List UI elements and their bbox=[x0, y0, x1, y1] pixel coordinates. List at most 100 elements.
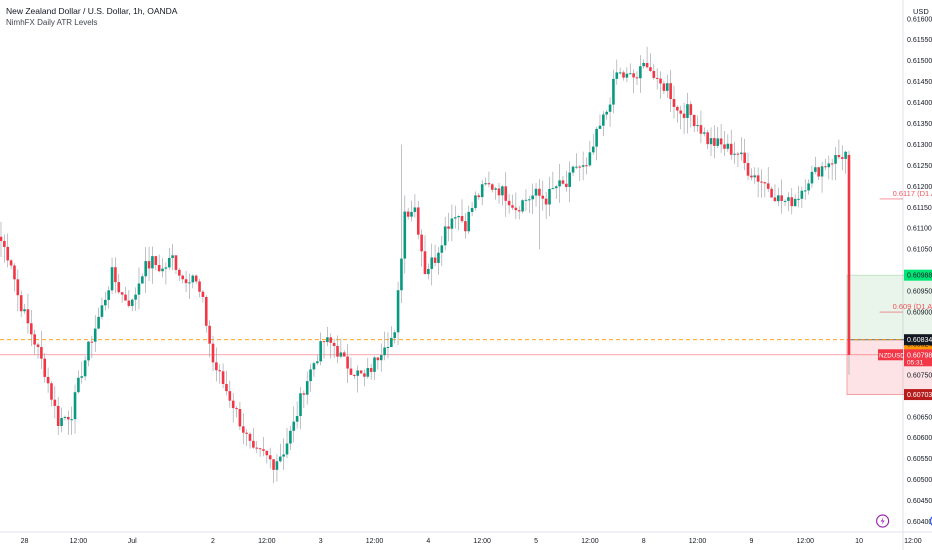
candle[interactable] bbox=[682, 113, 686, 118]
currency-label[interactable]: USD bbox=[913, 7, 929, 16]
candle[interactable] bbox=[655, 77, 659, 79]
candle[interactable] bbox=[9, 260, 13, 266]
candle[interactable] bbox=[662, 83, 666, 91]
candle[interactable] bbox=[679, 110, 683, 114]
candle[interactable] bbox=[423, 251, 427, 275]
candle[interactable] bbox=[67, 416, 70, 420]
candle[interactable] bbox=[723, 144, 726, 149]
candle[interactable] bbox=[840, 157, 844, 159]
candle[interactable] bbox=[746, 162, 750, 176]
symbol-title[interactable]: New Zealand Dollar / U.S. Dollar, 1h, OA… bbox=[6, 6, 178, 16]
candle[interactable] bbox=[565, 183, 568, 187]
candle[interactable] bbox=[302, 393, 306, 395]
candle[interactable] bbox=[709, 138, 713, 145]
candle[interactable] bbox=[120, 292, 124, 295]
candle[interactable] bbox=[309, 369, 312, 382]
candle[interactable] bbox=[696, 125, 699, 127]
candle[interactable] bbox=[396, 290, 400, 333]
candle[interactable] bbox=[0, 236, 3, 241]
candle[interactable] bbox=[60, 417, 63, 426]
candle[interactable] bbox=[659, 78, 662, 84]
candle[interactable] bbox=[373, 357, 376, 372]
candle[interactable] bbox=[753, 175, 757, 178]
candle[interactable] bbox=[554, 186, 558, 189]
candle[interactable] bbox=[669, 83, 672, 100]
candle[interactable] bbox=[743, 152, 746, 163]
candle[interactable] bbox=[541, 195, 545, 199]
candle[interactable] bbox=[238, 409, 242, 427]
candle[interactable] bbox=[164, 267, 168, 269]
candle[interactable] bbox=[504, 186, 508, 201]
candle[interactable] bbox=[733, 153, 736, 155]
candle[interactable] bbox=[191, 275, 195, 283]
candle[interactable] bbox=[632, 73, 635, 78]
candle[interactable] bbox=[511, 205, 514, 208]
candle[interactable] bbox=[477, 195, 481, 198]
candle[interactable] bbox=[299, 393, 302, 417]
candle[interactable] bbox=[575, 166, 578, 168]
candle[interactable] bbox=[413, 207, 417, 212]
candle[interactable] bbox=[538, 188, 541, 196]
candle[interactable] bbox=[814, 167, 817, 172]
candle[interactable] bbox=[40, 347, 43, 359]
candle[interactable] bbox=[639, 66, 642, 79]
candle[interactable] bbox=[406, 211, 410, 217]
candle[interactable] bbox=[171, 255, 174, 258]
candle[interactable] bbox=[750, 175, 753, 178]
candle[interactable] bbox=[598, 125, 602, 129]
candle[interactable] bbox=[716, 138, 720, 146]
candle[interactable] bbox=[110, 267, 114, 291]
candle[interactable] bbox=[608, 104, 612, 112]
candle[interactable] bbox=[665, 83, 669, 91]
candle[interactable] bbox=[204, 296, 208, 326]
candle[interactable] bbox=[137, 283, 141, 295]
candle[interactable] bbox=[770, 188, 773, 198]
candle[interactable] bbox=[430, 257, 434, 269]
candle[interactable] bbox=[571, 166, 575, 173]
candle[interactable] bbox=[87, 341, 90, 361]
candle[interactable] bbox=[272, 459, 275, 470]
candle[interactable] bbox=[262, 449, 265, 451]
candle[interactable] bbox=[369, 368, 373, 372]
candle[interactable] bbox=[672, 99, 676, 107]
candle[interactable] bbox=[127, 300, 131, 306]
candle[interactable] bbox=[618, 72, 622, 74]
candle[interactable] bbox=[766, 183, 770, 189]
candle[interactable] bbox=[295, 416, 299, 422]
candle[interactable] bbox=[53, 399, 57, 406]
candle[interactable] bbox=[366, 368, 370, 377]
candle[interactable] bbox=[474, 195, 477, 209]
candle[interactable] bbox=[6, 246, 10, 261]
candle[interactable] bbox=[342, 352, 346, 357]
candle[interactable] bbox=[346, 356, 349, 369]
candle[interactable] bbox=[221, 371, 225, 384]
candle[interactable] bbox=[756, 175, 760, 182]
candle[interactable] bbox=[827, 163, 831, 168]
candle[interactable] bbox=[70, 419, 73, 421]
candle[interactable] bbox=[393, 332, 397, 339]
candle[interactable] bbox=[605, 111, 608, 115]
candle[interactable] bbox=[278, 456, 282, 462]
candle[interactable] bbox=[275, 461, 279, 470]
candle[interactable] bbox=[494, 188, 497, 190]
candle[interactable] bbox=[797, 198, 800, 200]
candle[interactable] bbox=[23, 309, 26, 312]
candle[interactable] bbox=[531, 195, 534, 200]
candle[interactable] bbox=[568, 172, 571, 187]
candle[interactable] bbox=[484, 183, 487, 185]
candle[interactable] bbox=[339, 352, 343, 357]
candle[interactable] bbox=[777, 195, 780, 202]
candle[interactable] bbox=[830, 163, 834, 165]
candle[interactable] bbox=[480, 184, 484, 198]
candle[interactable] bbox=[80, 376, 84, 378]
candle[interactable] bbox=[612, 78, 615, 105]
candle[interactable] bbox=[800, 190, 804, 199]
candle[interactable] bbox=[602, 114, 605, 126]
candle[interactable] bbox=[144, 261, 147, 277]
candle[interactable] bbox=[50, 383, 53, 400]
candle[interactable] bbox=[386, 346, 390, 348]
candle[interactable] bbox=[729, 143, 733, 155]
candle[interactable] bbox=[225, 383, 228, 392]
candle[interactable] bbox=[453, 217, 457, 219]
